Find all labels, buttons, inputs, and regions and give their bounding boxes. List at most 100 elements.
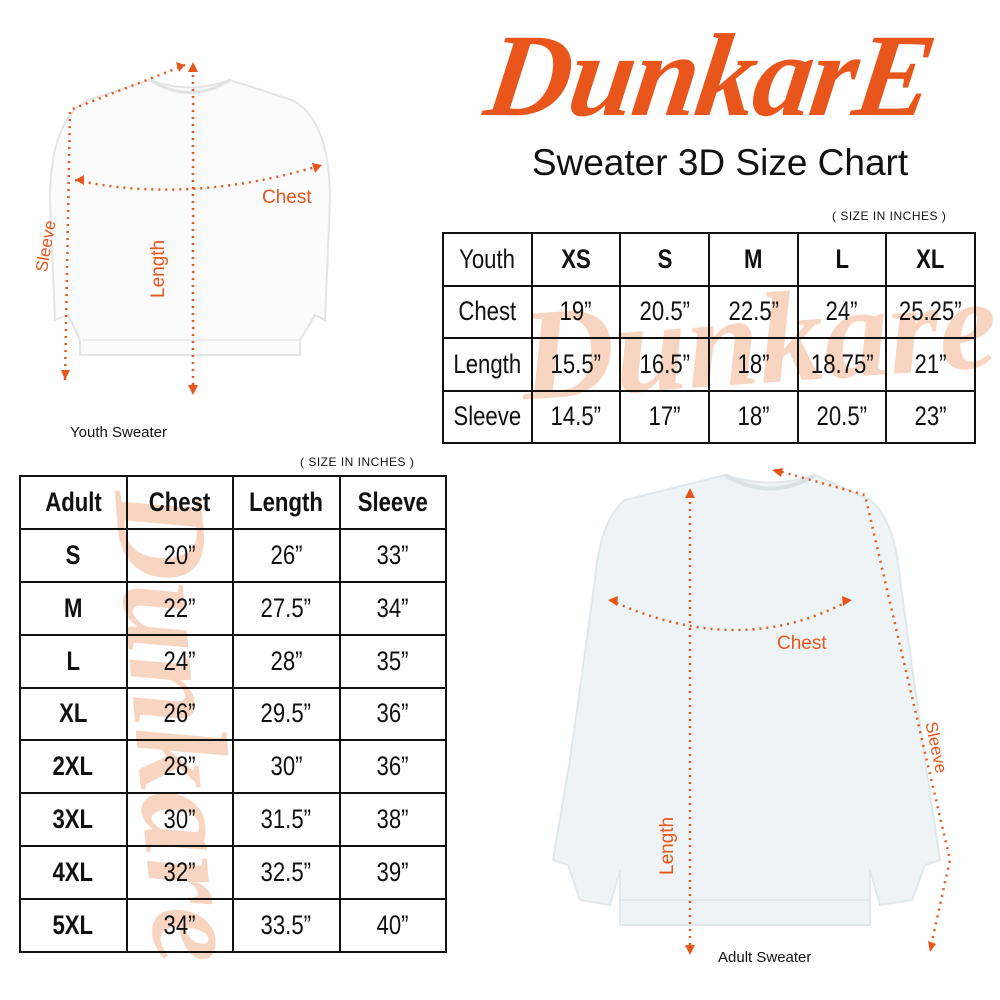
table-row: XL 26” 29.5” 36” <box>19 686 447 742</box>
row-label-cell: Length <box>442 337 533 392</box>
table-row: 5XL 34” 33.5” 40” <box>19 898 447 953</box>
adult-chest-label: Chest <box>777 633 827 654</box>
value-cell: 32.5” <box>232 845 341 900</box>
value-cell: 22.5” <box>707 284 799 339</box>
youth-sweater-caption: Youth Sweater <box>70 424 168 441</box>
page-title: Sweater 3D Size Chart <box>531 142 909 183</box>
header-cell: Sleeve <box>338 475 447 530</box>
cell-text: S <box>657 243 673 274</box>
value-cell: 15.5” <box>530 337 622 392</box>
cell-text: 24” <box>163 645 196 676</box>
cell-text: XL <box>916 243 945 274</box>
table-row: 4XL 32” 32.5” 39” <box>19 845 447 900</box>
cell-text: Chest <box>148 486 211 517</box>
youth-size-table: Youth XS S M L XL Chest 19” 20.5” 22.5” 24” 25.25” L… <box>442 232 976 444</box>
header-cell: Chest <box>125 475 234 530</box>
value-cell: 17” <box>619 389 710 444</box>
header-cell: XS <box>530 232 622 287</box>
value-cell: 33.5” <box>232 898 341 953</box>
cell-text: 2XL <box>52 751 94 782</box>
table-row: Length 15.5” 16.5” 18” 18.75” 21” <box>442 337 976 392</box>
cell-text: 18” <box>737 401 770 432</box>
value-cell: 38” <box>338 792 447 848</box>
cell-text: 36” <box>376 751 409 782</box>
row-label-cell: M <box>19 580 128 636</box>
value-cell: 25.25” <box>885 284 976 339</box>
cell-text: 22” <box>163 592 196 623</box>
value-cell: 26” <box>232 527 341 583</box>
table-row: M 22” 27.5” 34” <box>19 580 447 636</box>
cell-text: 16.5” <box>639 348 690 379</box>
cell-text: 30” <box>270 751 303 782</box>
value-cell: 20” <box>125 527 234 583</box>
cell-text: 32” <box>163 857 196 888</box>
cell-text: 35” <box>376 645 409 676</box>
cell-text: 27.5” <box>261 592 312 623</box>
table-row: Chest 19” 20.5” 22.5” 24” 25.25” <box>442 284 976 339</box>
row-label-cell: XL <box>19 686 128 742</box>
cell-text: 26” <box>163 698 196 729</box>
adult-sweater-illustration <box>551 468 952 955</box>
cell-text: 17” <box>648 401 681 432</box>
cell-text: XL <box>59 698 88 729</box>
table-row: Sleeve 14.5” 17” 18” 20.5” 23” <box>442 389 976 444</box>
value-cell: 30” <box>125 792 234 848</box>
cell-text: 39” <box>376 857 409 888</box>
row-label-cell: Sleeve <box>442 389 533 444</box>
brand-logo: DunkarE <box>478 10 942 141</box>
table-header-row: Youth XS S M L XL <box>442 232 976 287</box>
cell-text: 24” <box>825 296 858 327</box>
value-cell: 22” <box>125 580 234 636</box>
youth-length-label: Length <box>148 240 170 298</box>
cell-text: 34” <box>163 910 196 940</box>
row-label-cell: 2XL <box>19 739 128 795</box>
cell-text: Length <box>453 348 522 379</box>
value-cell: 18” <box>707 337 799 392</box>
table-header-row: Adult Chest Length Sleeve <box>19 475 447 530</box>
cell-text: L <box>66 645 81 676</box>
value-cell: 29.5” <box>232 686 341 742</box>
value-cell: 28” <box>125 739 234 795</box>
value-cell: 39” <box>338 845 447 900</box>
cell-text: 26” <box>270 539 303 570</box>
cell-text: 15.5” <box>550 348 602 379</box>
value-cell: 20.5” <box>796 389 888 444</box>
cell-text: M <box>64 592 83 623</box>
cell-text: 19” <box>559 296 592 327</box>
cell-text: 25.25” <box>899 296 963 327</box>
youth-sweater-illustration <box>48 62 332 395</box>
cell-text: 32.5” <box>261 857 312 888</box>
value-cell: 31.5” <box>232 792 341 848</box>
adult-size-table: Adult Chest Length Sleeve S 20” 26” 33” M 22” 27.5… <box>19 475 447 953</box>
value-cell: 24” <box>125 633 234 689</box>
value-cell: 14.5” <box>530 389 622 444</box>
value-cell: 36” <box>338 739 447 795</box>
cell-text: Sleeve <box>453 401 522 432</box>
cell-text: 20.5” <box>816 401 868 432</box>
cell-text: 36” <box>376 698 409 729</box>
cell-text: M <box>744 243 763 274</box>
youth-units-note: ( SIZE IN INCHES ) <box>832 209 947 223</box>
cell-text: 29.5” <box>261 698 312 729</box>
table-row: 2XL 28” 30” 36” <box>19 739 447 795</box>
adult-units-note: ( SIZE IN INCHES ) <box>300 455 415 469</box>
header-cell: Length <box>232 475 341 530</box>
cell-text: 30” <box>163 804 196 835</box>
adult-sweater-caption: Adult Sweater <box>718 949 812 966</box>
cell-text: XS <box>561 243 591 274</box>
value-cell: 18” <box>707 389 799 444</box>
value-cell: 21” <box>885 337 976 392</box>
row-label-cell: 3XL <box>19 792 128 848</box>
cell-text: 38” <box>376 804 409 835</box>
value-cell: 32” <box>125 845 234 900</box>
header-cell: M <box>707 232 799 287</box>
cell-text: 22.5” <box>728 296 779 327</box>
value-cell: 28” <box>232 633 341 689</box>
cell-text: Chest <box>458 296 517 327</box>
header-cell: Adult <box>19 475 128 530</box>
row-label-cell: L <box>19 633 128 689</box>
cell-text: Length <box>249 486 324 517</box>
row-label-cell: 5XL <box>19 898 128 953</box>
cell-text: 28” <box>270 645 303 676</box>
cell-text: 4XL <box>52 857 94 888</box>
